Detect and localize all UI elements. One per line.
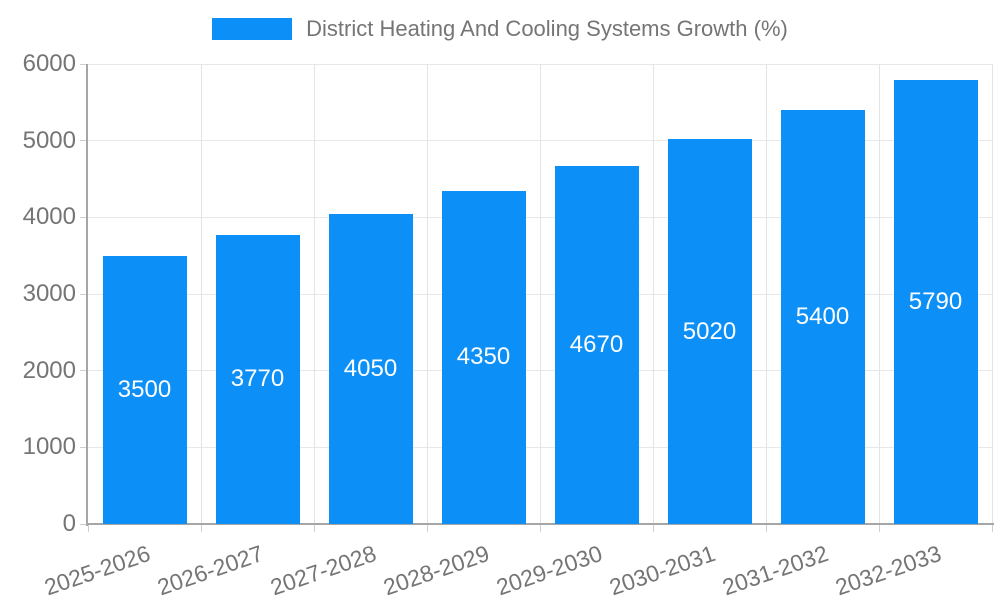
bar[interactable]: 4050 xyxy=(328,213,413,524)
x-axis-tick-mark xyxy=(991,524,993,532)
x-axis-line xyxy=(86,523,994,525)
y-axis-tick-mark xyxy=(80,446,88,448)
x-axis-tick-label: 2029-2030 xyxy=(492,540,605,600)
x-axis-tick-mark xyxy=(313,524,315,532)
y-axis-tick-label: 2000 xyxy=(22,356,76,384)
x-axis-tick-label: 2027-2028 xyxy=(266,540,379,600)
x-axis-tick-mark xyxy=(426,524,428,532)
x-axis-tick-label: 2030-2031 xyxy=(605,540,718,600)
gridline-vertical xyxy=(200,64,202,524)
gridline-vertical xyxy=(539,64,541,524)
bar[interactable]: 5790 xyxy=(893,80,978,524)
x-axis-tick-mark xyxy=(652,524,654,532)
bar[interactable]: 4350 xyxy=(441,190,526,524)
y-axis-tick-label: 1000 xyxy=(22,433,76,461)
y-axis-tick-label: 3000 xyxy=(22,280,76,307)
y-axis-line xyxy=(86,64,88,526)
x-axis-tick-label: 2032-2033 xyxy=(831,540,944,600)
bar-value-label: 3500 xyxy=(117,375,172,403)
bar-value-label: 4350 xyxy=(456,343,511,371)
y-axis-tick-mark xyxy=(80,140,88,142)
x-axis-tick-label: 2026-2027 xyxy=(153,540,266,600)
y-axis-tick-mark xyxy=(80,370,88,372)
x-axis-tick-mark xyxy=(878,524,880,532)
y-axis-tick-label: 5000 xyxy=(22,126,76,154)
x-axis-tick-mark xyxy=(765,524,767,532)
gridline-vertical xyxy=(313,64,315,524)
bar[interactable]: 4670 xyxy=(554,165,639,524)
x-axis-tick-mark xyxy=(200,524,202,532)
bar-value-label: 5790 xyxy=(908,288,963,316)
bar[interactable]: 3770 xyxy=(215,234,300,524)
bar-value-label: 5400 xyxy=(795,303,850,330)
y-axis-tick-mark xyxy=(80,216,88,218)
bar-value-label: 3770 xyxy=(230,365,285,393)
y-axis-tick-label: 4000 xyxy=(22,203,76,231)
x-axis-tick-label: 2025-2026 xyxy=(40,540,153,600)
gridline-vertical xyxy=(652,64,654,524)
bar-value-label: 5020 xyxy=(682,317,737,345)
gridline-vertical xyxy=(878,64,880,524)
legend-item[interactable]: District Heating And Cooling Systems Gro… xyxy=(0,16,1000,42)
x-axis-tick-label: 2031-2032 xyxy=(718,540,831,600)
bar[interactable]: 3500 xyxy=(102,255,187,524)
legend-label: District Heating And Cooling Systems Gro… xyxy=(306,16,788,41)
y-axis-tick-mark xyxy=(80,63,88,65)
bar[interactable]: 5020 xyxy=(667,139,752,524)
bar[interactable]: 5400 xyxy=(780,110,865,524)
x-axis-tick-mark xyxy=(539,524,541,532)
gridline-vertical xyxy=(765,64,767,524)
y-axis-tick-label: 6000 xyxy=(22,50,76,77)
y-axis-tick-label: 0 xyxy=(62,510,76,537)
x-axis-tick-label: 2028-2029 xyxy=(379,540,492,600)
x-axis-tick-mark xyxy=(87,524,89,532)
y-axis-tick-mark xyxy=(80,293,88,295)
gridline-vertical xyxy=(426,64,428,524)
bar-value-label: 4670 xyxy=(569,330,624,358)
legend-swatch-icon xyxy=(212,18,293,40)
y-axis-tick-mark xyxy=(80,523,88,525)
gridline-vertical xyxy=(991,64,993,524)
bar-value-label: 4050 xyxy=(343,354,398,382)
